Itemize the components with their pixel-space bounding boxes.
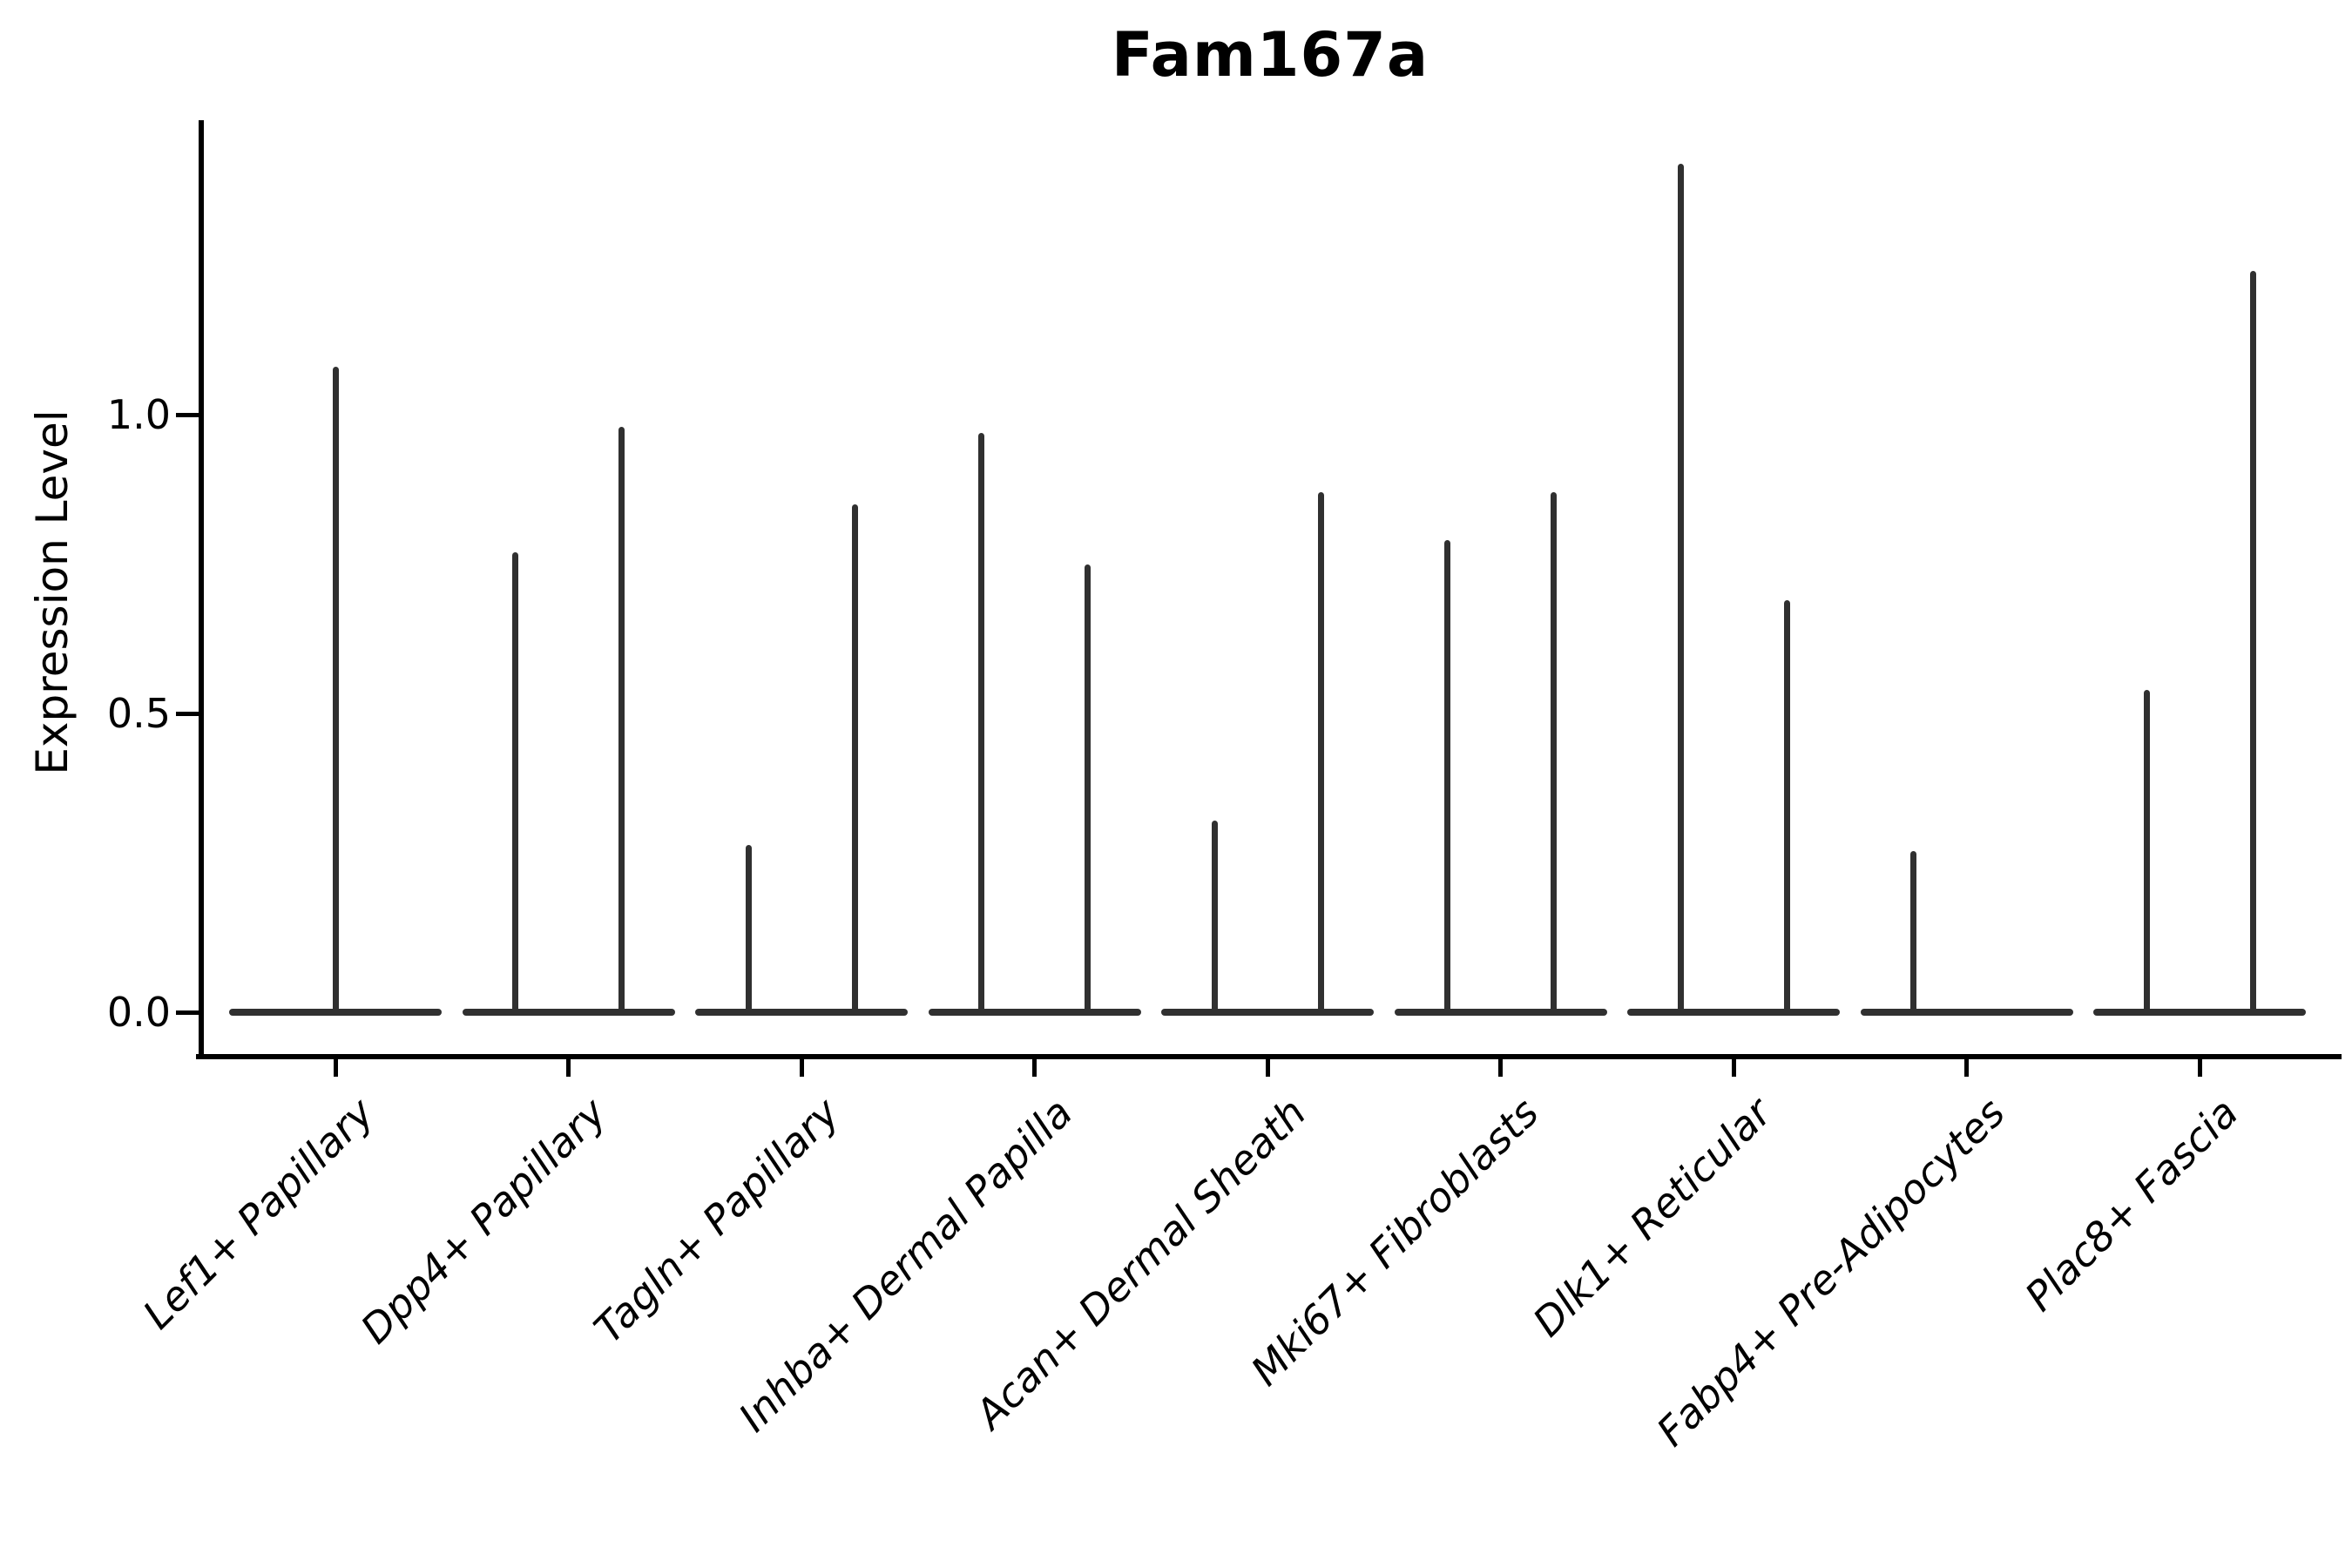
- violin-base: [1860, 1009, 2073, 1016]
- y-axis-line: [199, 120, 204, 1059]
- y-tick-label: 0.0: [106, 989, 171, 1036]
- y-axis-label: Expression Level: [27, 409, 78, 775]
- violin-spike: [745, 844, 752, 1016]
- violin-base: [1394, 1009, 1607, 1016]
- violin-base: [1627, 1009, 1840, 1016]
- violin-spike: [2249, 271, 2256, 1016]
- violin-spike: [1551, 492, 1557, 1016]
- violin-base: [1161, 1009, 1374, 1016]
- violin-spike: [2143, 689, 2150, 1016]
- y-tick: [176, 1010, 199, 1015]
- violin-spike: [1085, 564, 1091, 1016]
- violin-spike: [1444, 540, 1450, 1016]
- violin-spike: [1211, 821, 1218, 1016]
- y-tick: [176, 711, 199, 716]
- violin-spike: [1317, 492, 1324, 1016]
- violin-base: [928, 1009, 1141, 1016]
- violin-spike: [978, 432, 984, 1016]
- x-tick-label: Plac8+ Fascia: [2015, 1089, 2247, 1321]
- x-tick: [333, 1059, 338, 1077]
- violin-base: [462, 1009, 675, 1016]
- violin-spike: [618, 426, 625, 1016]
- violin-spike: [1910, 850, 1916, 1016]
- y-tick-label: 0.5: [106, 690, 171, 737]
- violin-spike: [1783, 599, 1790, 1016]
- x-tick: [1498, 1059, 1503, 1077]
- x-tick: [566, 1059, 571, 1077]
- x-tick: [1964, 1059, 1969, 1077]
- x-tick-label: Dpp4+ Papillary: [352, 1089, 616, 1353]
- violin-base: [695, 1009, 908, 1016]
- y-tick: [176, 412, 199, 417]
- x-tick-label: Lef1+ Papillary: [133, 1089, 383, 1338]
- x-tick: [1265, 1059, 1270, 1077]
- x-tick-label: Tagln+ Papillary: [585, 1089, 849, 1353]
- x-axis-line: [196, 1054, 2342, 1059]
- violin-spike: [512, 551, 518, 1016]
- x-tick: [799, 1059, 804, 1077]
- chart-title: Fam167a: [1111, 19, 1429, 91]
- violin-spike: [1677, 163, 1684, 1016]
- x-tick: [2197, 1059, 2202, 1077]
- violin-spike: [332, 367, 339, 1016]
- y-tick-label: 1.0: [106, 391, 171, 438]
- violin-spike: [851, 504, 858, 1016]
- x-tick-label: Dlk1+ Reticular: [1524, 1089, 1781, 1346]
- violin-base: [2093, 1009, 2306, 1016]
- x-tick: [1032, 1059, 1037, 1077]
- x-tick: [1731, 1059, 1736, 1077]
